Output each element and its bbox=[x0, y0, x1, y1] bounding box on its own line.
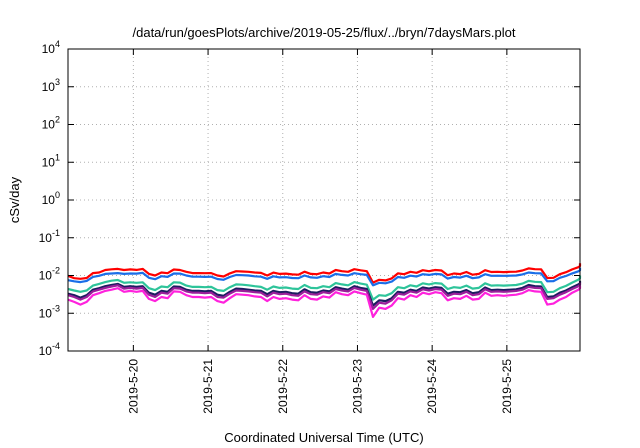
x-tick-label: 2019-5-21 bbox=[201, 359, 215, 414]
series-line-5 bbox=[67, 281, 582, 310]
series-line-1 bbox=[67, 262, 582, 284]
y-tick-label: 10-4 bbox=[39, 341, 60, 358]
series-line-4 bbox=[67, 280, 582, 307]
x-tick-label: 2019-5-25 bbox=[500, 359, 514, 414]
x-tick-label: 2019-5-22 bbox=[276, 359, 290, 414]
axis-ticks: 10-4 10-3 10-2 10-1 100 101 102 103 104 2019-5-20… bbox=[39, 39, 580, 414]
y-tick-label: 100 bbox=[42, 190, 60, 207]
series-layer bbox=[67, 262, 582, 318]
series-line-2 bbox=[67, 267, 582, 287]
x-tick-label: 2019-5-23 bbox=[350, 359, 364, 414]
y-tick-label: 10-2 bbox=[39, 266, 60, 283]
y-tick-label: 101 bbox=[42, 152, 60, 169]
series-line-6 bbox=[67, 285, 582, 318]
y-tick-label: 10-3 bbox=[39, 303, 60, 320]
y-tick-label: 10-1 bbox=[39, 228, 60, 245]
y-tick-label: 102 bbox=[42, 115, 60, 132]
x-tick-label: 2019-5-24 bbox=[425, 359, 439, 414]
y-tick-label: 104 bbox=[42, 39, 60, 56]
x-axis-label: Coordinated Universal Time (UTC) bbox=[224, 430, 423, 445]
chart-title: /data/run/goesPlots/archive/2019-05-25/f… bbox=[133, 25, 516, 40]
series-line-3 bbox=[67, 274, 582, 301]
y-axis-label: cSv/day bbox=[7, 176, 22, 223]
y-tick-label: 103 bbox=[42, 77, 60, 94]
x-tick-label: 2019-5-20 bbox=[126, 359, 140, 414]
